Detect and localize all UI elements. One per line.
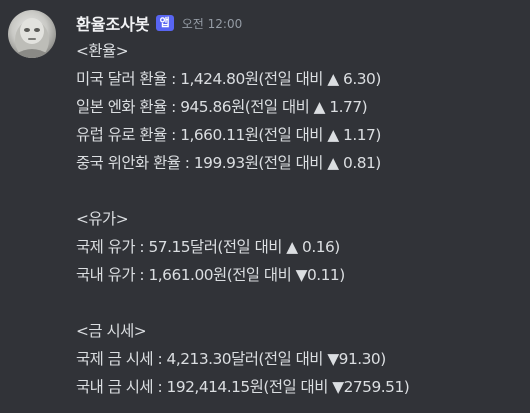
author-name[interactable]: 환율조사봇 xyxy=(76,15,150,34)
bot-avatar[interactable] xyxy=(8,10,56,58)
oil-line-international: 국제 유가 : 57.15달러(전일 대비 ▲ 0.16) xyxy=(76,238,340,256)
rate-line-cny: 중국 위안화 환율 : 199.93원(전일 대비 ▲ 0.81) xyxy=(76,154,381,172)
rate-line-usd: 미국 달러 환율 : 1,424.80원(전일 대비 ▲ 6.30) xyxy=(76,70,381,88)
message-timestamp[interactable]: 오전 12:00 xyxy=(181,16,243,31)
rate-line-jpy: 일본 엔화 환율 : 945.86원(전일 대비 ▲ 1.77) xyxy=(76,98,368,116)
oil-line-domestic: 국내 유가 : 1,661.00원(전일 대비 ▼0.11) xyxy=(76,266,345,284)
spacer xyxy=(76,177,526,205)
message-header: 환율조사봇 앱 오전 12:00 xyxy=(76,11,242,35)
section-heading-oil: <유가> xyxy=(76,210,129,228)
rate-line-eur: 유럽 유로 환율 : 1,660.11원(전일 대비 ▲ 1.17) xyxy=(76,126,381,144)
message-content: <환율> 미국 달러 환율 : 1,424.80원(전일 대비 ▲ 6.30) … xyxy=(76,37,526,401)
spacer xyxy=(76,289,526,317)
app-badge: 앱 xyxy=(155,15,174,31)
section-heading-gold: <금 시세> xyxy=(76,322,147,340)
gold-line-domestic: 국내 금 시세 : 192,414.15원(전일 대비 ▼2759.51) xyxy=(76,378,410,396)
robot-avatar-icon xyxy=(15,18,49,58)
section-heading-exchange: <환율> xyxy=(76,42,129,60)
gold-line-international: 국제 금 시세 : 4,213.30달러(전일 대비 ▼91.30) xyxy=(76,350,386,368)
